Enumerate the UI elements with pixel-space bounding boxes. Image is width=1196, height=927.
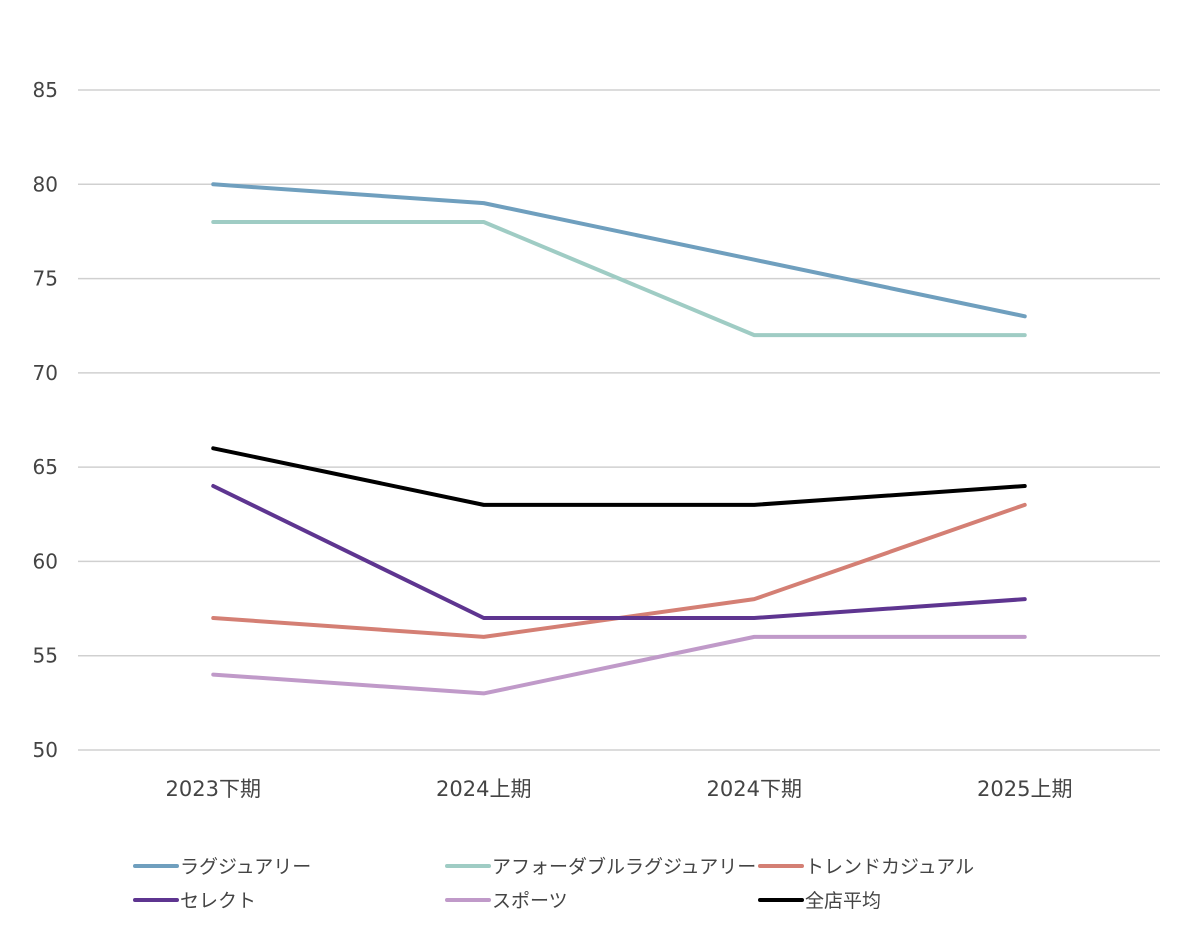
y-tick-label-65: 65 — [33, 455, 58, 479]
series-line-4 — [211, 634, 1027, 696]
series-line-5 — [211, 446, 1027, 507]
y-tick-label-70: 70 — [33, 361, 58, 385]
x-tick-label-3: 2025上期 — [977, 777, 1072, 801]
series-line-0 — [211, 182, 1027, 319]
y-tick-label-55: 55 — [33, 644, 58, 668]
x-tick-label-1: 2024上期 — [436, 777, 531, 801]
legend-label-0: ラグジュアリー — [180, 856, 311, 878]
y-tick-label-50: 50 — [33, 738, 58, 762]
y-tick-label-85: 85 — [33, 78, 58, 102]
legend-label-2: トレンドカジュアル — [805, 856, 974, 878]
legend-label-4: スポーツ — [492, 890, 568, 912]
x-tick-label-2: 2024下期 — [707, 777, 802, 801]
series-line-3 — [211, 484, 1027, 620]
y-tick-label-80: 80 — [33, 172, 58, 196]
y-tick-label-75: 75 — [33, 267, 58, 291]
x-tick-label-0: 2023下期 — [166, 777, 261, 801]
y-tick-label-60: 60 — [33, 549, 58, 573]
series-line-1 — [211, 220, 1027, 338]
legend-label-3: セレクト — [180, 890, 256, 912]
legend-label-5: 全店平均 — [805, 890, 881, 912]
legend-label-1: アフォーダブルラグジュアリー — [492, 855, 756, 878]
